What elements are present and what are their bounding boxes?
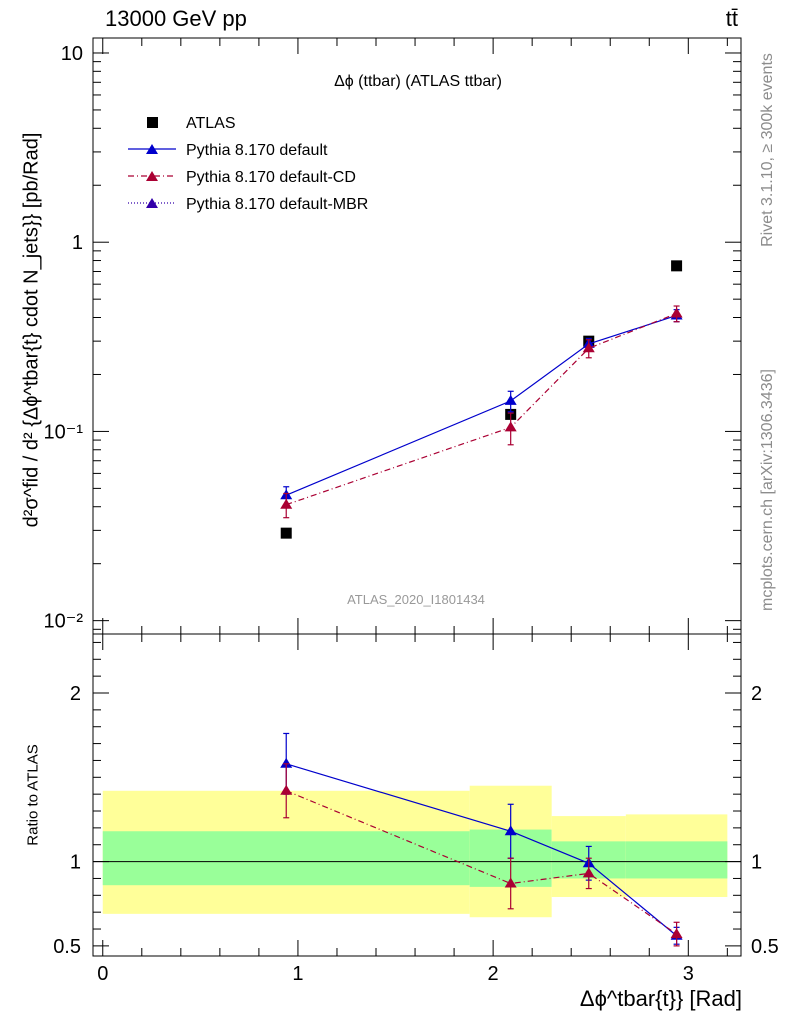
main-y-tick-label: 10⁻² — [44, 611, 84, 633]
ratio-y-tick-label: 0.5 — [53, 936, 81, 958]
main-y-tick-label: 10⁻¹ — [44, 421, 84, 443]
ratio-series-marker — [504, 825, 517, 836]
uncertainty-band-inner — [102, 831, 470, 886]
legend-marker-atlas — [147, 117, 158, 128]
legend-marker-mbr — [146, 198, 158, 208]
ratio-y-tick-label: 1 — [70, 852, 81, 874]
ratio-series-marker — [670, 928, 683, 939]
main-chart-title: Δϕ (ttbar) (ATLAS ttbar) — [334, 73, 502, 90]
series-line-2 — [286, 312, 677, 506]
series-line-1 — [285, 314, 677, 496]
legend-label-atlas: ATLAS — [186, 115, 236, 132]
main-y-tick-label: 1 — [72, 232, 83, 254]
ratio-y-tick-label-right: 2 — [751, 683, 762, 705]
ratio-series-marker — [280, 757, 293, 768]
legend-label-default: Pythia 8.170 default — [186, 142, 328, 159]
legend-marker-default — [146, 144, 158, 154]
legend-marker-cd — [146, 171, 158, 181]
atlas-data-point — [280, 527, 292, 539]
ratio-series-marker — [582, 867, 595, 878]
series-marker — [504, 421, 517, 432]
atlas-data-point — [671, 260, 683, 272]
header-process-label: 13000 GeV pp — [105, 6, 247, 31]
legend: ATLAS Pythia 8.170 default Pythia 8.170 … — [128, 115, 368, 213]
ratio-series-marker — [280, 784, 293, 795]
ratio-y-tick-label-right: 1 — [751, 852, 762, 874]
header-final-state-label: tt̄ — [725, 6, 738, 31]
x-tick-label: 0 — [97, 963, 108, 985]
series-marker — [670, 307, 683, 318]
legend-label-mbr: Pythia 8.170 default-MBR — [186, 196, 368, 213]
series-marker — [582, 342, 595, 353]
ratio-y-tick-label: 2 — [70, 683, 81, 705]
x-tick-label: 3 — [683, 963, 694, 985]
ratio-y-tick-label-right: 0.5 — [751, 936, 779, 958]
series-marker — [504, 394, 517, 405]
main-y-tick-label: 10 — [61, 43, 83, 65]
ratio-series-line-0 — [286, 763, 677, 937]
uncertainty-band-inner — [625, 841, 728, 879]
main-panel: Δϕ (ttbar) (ATLAS ttbar) ATLAS_2020_I180… — [44, 37, 742, 635]
ratio-panel: 0.5 0.5 1 1 2 2 0 1 2 3 — [53, 633, 779, 985]
ratio-series-line-1 — [285, 790, 677, 935]
x-tick-label: 1 — [292, 963, 303, 985]
ratio-panel-frame — [92, 633, 742, 957]
ratio-series-marker — [504, 877, 517, 888]
legend-label-cd: Pythia 8.170 default-CD — [186, 169, 356, 186]
x-axis-label: Δϕ^tbar{t}} [Rad] — [579, 986, 742, 1011]
x-tick-label: 2 — [488, 963, 499, 985]
series-marker — [280, 498, 293, 509]
analysis-watermark: ATLAS_2020_I1801434 — [347, 592, 485, 607]
